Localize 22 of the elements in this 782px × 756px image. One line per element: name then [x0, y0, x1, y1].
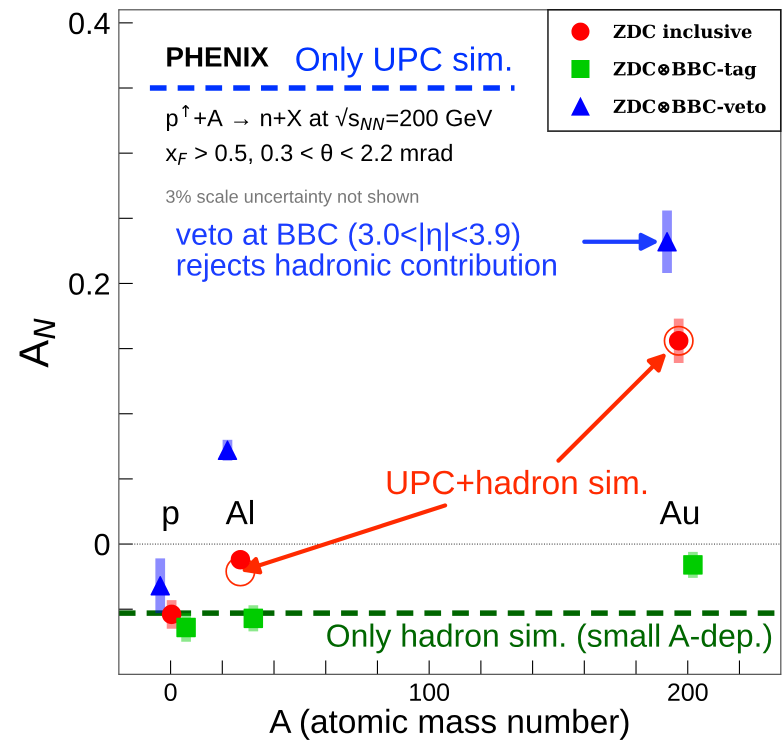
annotation: UPC+hadron sim. — [388, 470, 646, 494]
x-tick-label: 200 — [668, 683, 708, 702]
ref-line-label: Only hadron sim. (small A-dep.) — [327, 624, 772, 654]
annotation: veto at BBC (3.0<|η|<3.9) rejects hadronic contribution — [176, 222, 556, 282]
legend-label: ZDC⊗BBC-tag — [614, 62, 756, 80]
y-axis-title: A$_{N}$ — [20, 318, 56, 368]
annotation: Al — [226, 500, 253, 524]
x-tick-label: 0 — [164, 683, 177, 702]
y-tick-label: 0.4 — [69, 12, 110, 34]
annotation: p$^{↑}$+A → n+X at √s$_{NN}$=200 GeV — [166, 104, 492, 131]
x-axis-title: A (atomic mass number) — [269, 708, 628, 740]
y-tick-label: 0 — [94, 534, 110, 556]
y-tick-label: 0.2 — [69, 273, 109, 295]
annotation: 3% scale uncertainty not shown — [166, 190, 418, 206]
annotation: PHENIX — [167, 47, 269, 66]
x-tick-label: 100 — [410, 683, 450, 702]
ref-line-label: Only UPC sim. — [296, 46, 510, 78]
annotation: x$_{F}$ > 0.5, 0.3 < θ < 2.2 mrad — [166, 144, 452, 165]
annotation: Au — [660, 501, 698, 524]
legend-label: ZDC inclusive — [614, 24, 752, 38]
legend-label: ZDC⊗BBC-veto — [614, 100, 766, 114]
annotation: p — [163, 506, 178, 532]
